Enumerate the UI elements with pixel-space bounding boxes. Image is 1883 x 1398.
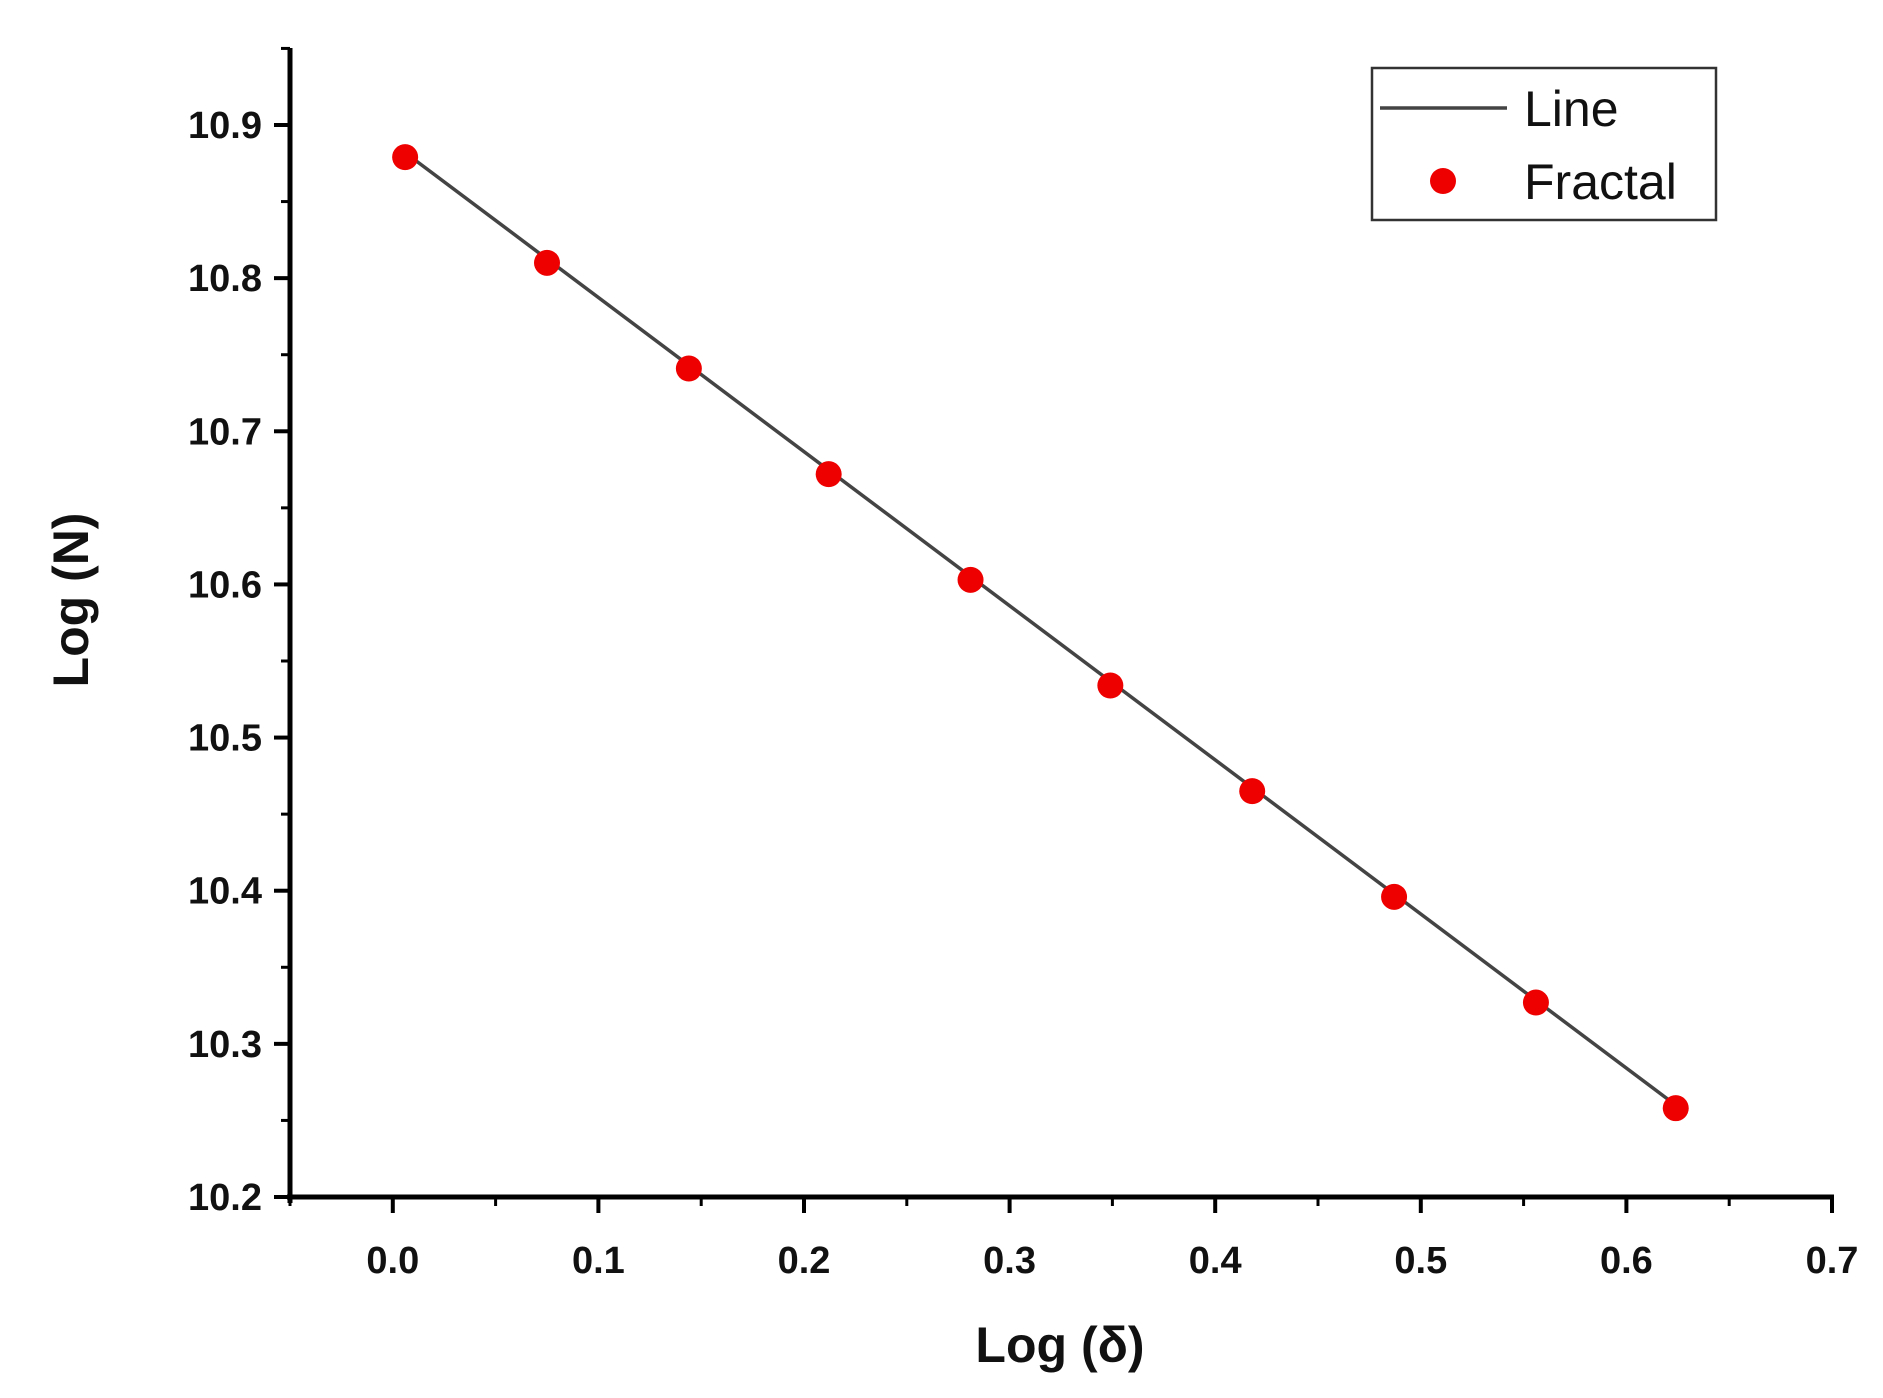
legend-label-fractal: Fractal — [1524, 154, 1677, 210]
x-tick-label: 0.1 — [572, 1240, 625, 1282]
data-point-fractal — [1662, 1095, 1689, 1122]
x-tick-label: 0.5 — [1394, 1240, 1447, 1282]
y-tick-label: 10.9 — [188, 105, 262, 147]
x-tick-label: 0.3 — [983, 1240, 1036, 1282]
x-axis-title: Log (δ) — [975, 1317, 1144, 1373]
data-point-fractal — [534, 249, 560, 276]
y-tick-label: 10.2 — [188, 1177, 262, 1219]
y-tick-label: 10.6 — [188, 564, 262, 606]
series-line-fit — [404, 151, 1677, 1107]
legend-box — [1370, 66, 1718, 222]
data-point-fractal — [815, 461, 842, 488]
data-point-fractal — [1522, 989, 1549, 1016]
data-point-fractal — [675, 355, 702, 382]
y-axis-title: Log (N) — [43, 513, 99, 688]
data-point-fractal — [1097, 672, 1124, 699]
data-point-fractal — [957, 566, 984, 593]
x-tick-label: 0.0 — [366, 1240, 419, 1282]
legend: Line Fractal — [1370, 66, 1718, 222]
x-tick-label: 0.2 — [778, 1240, 831, 1282]
axes-layer: 0.0 0.1 0.2 0.3 0.4 0.5 0.6 0.7 10.2 10.3 10.4 10.5… — [43, 46, 1859, 1373]
x-tick-label: 0.7 — [1806, 1240, 1859, 1282]
data-point-fractal — [1381, 883, 1408, 910]
x-tick-label: 0.4 — [1189, 1240, 1242, 1282]
legend-label-line: Line — [1524, 81, 1619, 137]
x-tick-label: 0.6 — [1600, 1240, 1653, 1282]
y-tick-label: 10.3 — [188, 1024, 262, 1066]
y-tick-label: 10.4 — [188, 871, 262, 913]
data-point-fractal — [1239, 778, 1266, 805]
y-tick-label: 10.5 — [188, 718, 262, 760]
legend-marker-fractal — [1430, 168, 1456, 194]
data-layer — [392, 144, 1689, 1122]
data-point-fractal — [392, 144, 419, 171]
y-tick-label: 10.7 — [188, 411, 262, 453]
y-tick-label: 10.8 — [188, 258, 262, 300]
